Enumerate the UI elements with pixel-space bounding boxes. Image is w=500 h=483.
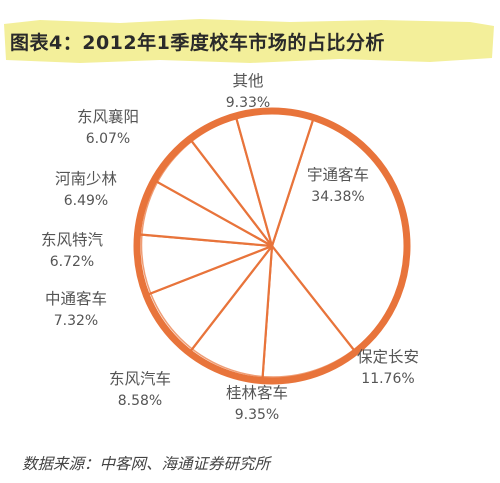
slice-label: 桂林客车 — [226, 384, 288, 402]
slice-value-label: 34.38% — [311, 189, 364, 205]
chart-title: 图表4：2012年1季度校车市场的占比分析 — [10, 32, 385, 54]
slice-label: 中通客车 — [45, 290, 107, 308]
slice-label: 东风襄阳 — [77, 107, 139, 126]
title-highlight-band — [4, 19, 494, 63]
slice-value-label: 9.33% — [226, 95, 270, 111]
slice-label: 河南少林 — [55, 170, 118, 188]
slice-label: 东风汽车 — [109, 370, 171, 388]
source-note: 数据来源：中客网、海通证券研究所 — [22, 455, 271, 473]
slice-value-label: 7.32% — [54, 313, 98, 329]
slice-value-label: 6.72% — [50, 254, 94, 270]
slice-value-label: 8.58% — [118, 393, 162, 409]
slice-label: 宇通客车 — [307, 166, 369, 184]
slice-label: 东风特汽 — [41, 231, 104, 249]
pie-outline-sketch — [140, 112, 407, 378]
slice-label: 其他 — [232, 72, 263, 90]
slice-label: 保定长安 — [357, 348, 419, 366]
slice-value-label: 11.76% — [361, 371, 414, 387]
pie-outline — [133, 107, 411, 385]
slice-value-label: 6.49% — [64, 193, 108, 209]
slice-value-label: 6.07% — [86, 131, 130, 147]
slice-value-label: 9.35% — [235, 407, 279, 423]
